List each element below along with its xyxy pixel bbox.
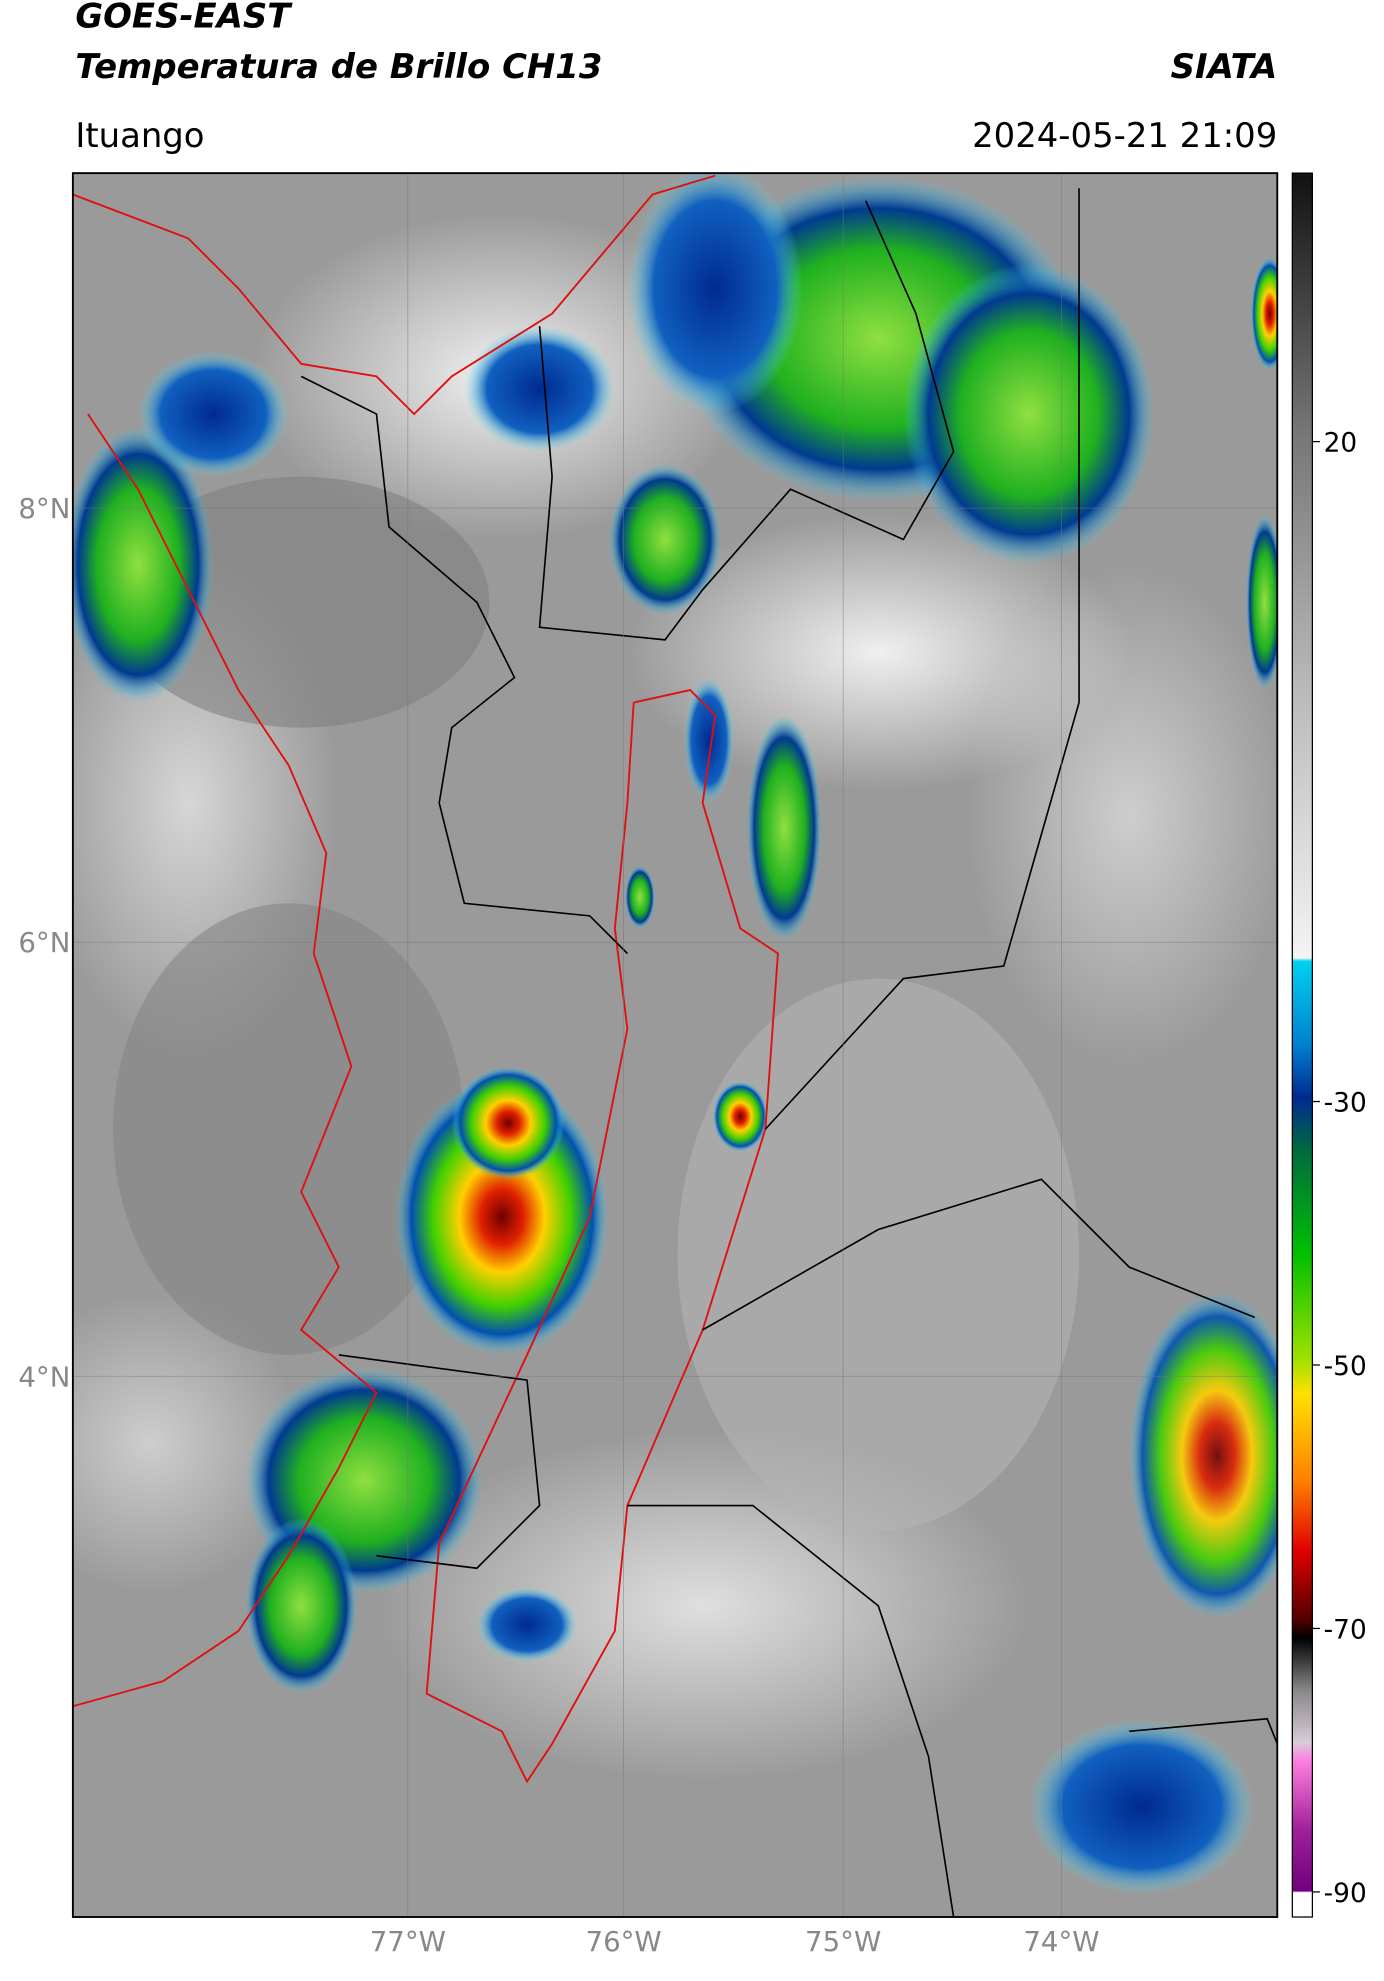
- colorbar-label: -70: [1324, 1615, 1367, 1645]
- datetime: 2024-05-21 21:09: [972, 116, 1277, 155]
- lon-label: 76°W: [586, 1925, 662, 1958]
- lon-label: 74°W: [1023, 1925, 1099, 1958]
- colorbar-label: 20: [1324, 429, 1358, 459]
- colorbar: [1291, 172, 1314, 1918]
- colorbar-label: -90: [1324, 1879, 1367, 1909]
- subtitle: Temperatura de Brillo CH13: [75, 47, 602, 86]
- map-image: [72, 173, 1278, 1918]
- colorbar-label: -30: [1324, 1089, 1367, 1119]
- lon-label: 75°W: [805, 1925, 881, 1958]
- lat-label: 6°N: [18, 926, 70, 959]
- lat-label: 8°N: [18, 492, 70, 525]
- axis-labels: 8°N 6°N 4°N 77°W 76°W 75°W 74°W 20 -30 -50 -70 -90: [18, 429, 1366, 1958]
- lat-label: 4°N: [18, 1360, 70, 1393]
- colorbar-label: -50: [1324, 1352, 1367, 1382]
- map-frame: [71, 172, 1279, 1918]
- location: Ituango: [75, 116, 204, 155]
- lon-label: 77°W: [370, 1925, 446, 1958]
- source: SIATA: [1171, 47, 1278, 86]
- title: GOES-EAST: [75, 0, 293, 36]
- graticule: [72, 173, 1278, 1918]
